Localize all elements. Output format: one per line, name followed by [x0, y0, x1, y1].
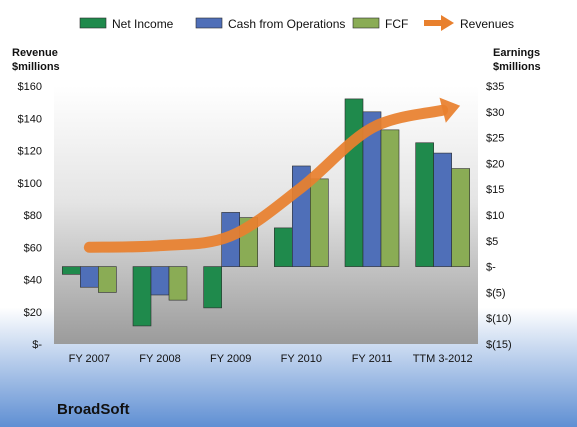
left-axis-title-line2: $millions: [12, 61, 60, 73]
right-tick-label: $-: [486, 262, 496, 274]
bar-cash-from-operations-ttm-3-2012: [433, 152, 452, 267]
bar-net-income-fy-2008: [132, 266, 152, 327]
bar-fcf-fy-2007: [98, 266, 117, 293]
left-tick-label: $120: [18, 146, 42, 158]
right-tick-label: $(10): [486, 313, 512, 325]
right-tick-label: $35: [486, 81, 504, 93]
legend: Net Income Cash from Operations FCF Revenue…: [79, 15, 514, 31]
bar-fcf-ttm-3-2012: [451, 168, 470, 267]
right-tick-label: $10: [486, 210, 504, 222]
bar-net-income-fy-2011: [344, 98, 364, 267]
left-tick-label: $20: [24, 307, 42, 319]
right-tick-label: $30: [486, 107, 504, 119]
right-tick-label: $(15): [486, 339, 512, 351]
legend-label-revenues: Revenues: [460, 17, 514, 31]
legend-swatch-cash-from-operations: [195, 17, 223, 29]
bar-fcf-fy-2010: [310, 178, 329, 267]
series-line-arrowhead: [439, 97, 461, 123]
bar-net-income-ttm-3-2012: [415, 142, 434, 267]
legend-arrow-revenues: [441, 15, 454, 31]
left-tick-label: $-: [32, 339, 42, 351]
legend-swatch-fcf: [352, 17, 380, 29]
left-axis-title-line1: Revenue: [12, 47, 58, 59]
legend-swatch-net-income: [79, 17, 107, 29]
series-line-revenues: [83, 104, 449, 253]
left-tick-label: $40: [24, 275, 42, 287]
company-name: BroadSoft: [57, 401, 130, 418]
right-axis-ticks: $(15) $(10) $(5) $- $5 $10 $15 $20 $25 $30 $35: [486, 81, 512, 351]
right-tick-label: $15: [486, 184, 504, 196]
legend-label-cash-from-operations: Cash from Operations: [228, 17, 345, 31]
revenue-line: [83, 97, 461, 253]
bar-net-income-fy-2007: [62, 266, 81, 275]
right-axis-title-line2: $millions: [493, 61, 541, 73]
left-tick-label: $160: [18, 81, 42, 93]
bar-fcf-fy-2008: [168, 266, 188, 301]
left-tick-label: $60: [24, 242, 42, 254]
left-tick-label: $140: [18, 113, 42, 125]
x-tick-label: FY 2007: [69, 353, 110, 365]
right-tick-label: $5: [486, 236, 498, 248]
bar-cash-from-operations-fy-2007: [80, 266, 99, 288]
bar-net-income-fy-2010: [274, 227, 293, 267]
left-tick-label: $100: [18, 178, 42, 190]
left-tick-label: $80: [24, 210, 42, 222]
x-axis-ticks: FY 2007 FY 2008 FY 2009 FY 2010 FY 2011 TTM 3…: [69, 353, 473, 365]
bar-fcf-fy-2011: [380, 129, 400, 267]
right-tick-label: $25: [486, 133, 504, 145]
x-tick-label: FY 2011: [352, 353, 393, 365]
x-tick-label: FY 2008: [139, 353, 180, 365]
left-axis-ticks: $- $20 $40 $60 $80 $100 $120 $140 $160: [18, 81, 43, 351]
legend-label-fcf: FCF: [385, 17, 408, 31]
legend-label-net-income: Net Income: [112, 17, 174, 31]
bars: [62, 98, 470, 327]
bar-net-income-fy-2009: [203, 266, 222, 309]
x-tick-label: TTM 3-2012: [413, 353, 473, 365]
x-tick-label: FY 2009: [210, 353, 251, 365]
right-axis-title-line1: Earnings: [493, 47, 540, 59]
bar-cash-from-operations-fy-2008: [150, 266, 170, 296]
x-tick-label: FY 2010: [281, 353, 322, 365]
right-tick-label: $20: [486, 158, 504, 170]
right-tick-label: $(5): [486, 287, 506, 299]
